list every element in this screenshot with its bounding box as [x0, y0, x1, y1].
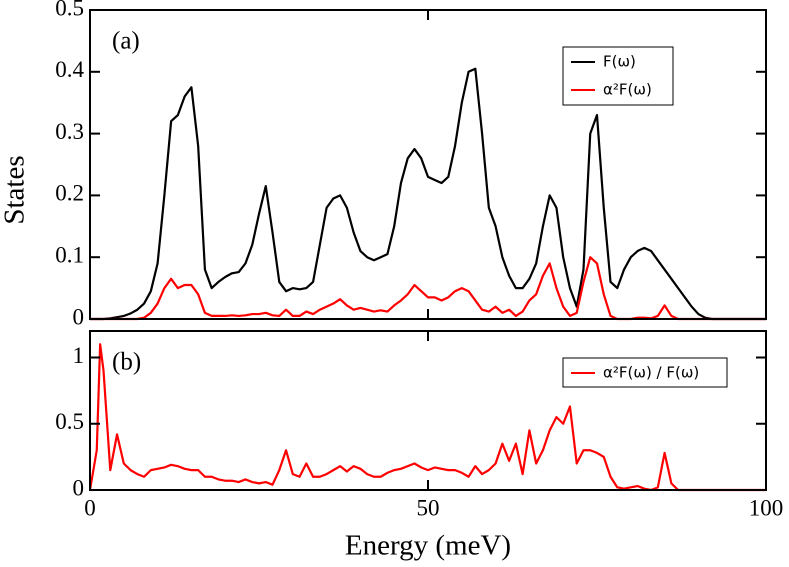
panel-label: (a) [112, 28, 140, 55]
y-tick-label: 1 [73, 343, 85, 368]
y-tick-label: 0.2 [55, 181, 84, 206]
x-axis-title: Energy (meV) [345, 530, 511, 562]
y-tick-label: 0 [73, 304, 85, 329]
y-tick-label: 0 [73, 475, 85, 500]
data-line [90, 256, 766, 321]
y-tick-label: 0.1 [55, 242, 84, 267]
data-line [90, 67, 766, 321]
y-tick-label: 0.5 [55, 409, 84, 434]
legend-label: α²F(ω) [603, 81, 652, 99]
y-axis-title: States [0, 155, 31, 224]
panel-label: (b) [112, 349, 141, 376]
x-tick-label: 100 [749, 495, 784, 520]
y-tick-label: 0.3 [55, 119, 84, 144]
legend-label: α²F(ω) / F(ω) [603, 364, 699, 382]
y-tick-label: 0.4 [55, 57, 84, 82]
y-tick-label: 0.5 [55, 0, 84, 20]
x-tick-label: 50 [417, 495, 440, 520]
legend-box [562, 46, 674, 106]
plot-frame [89, 330, 767, 491]
x-tick-label: 0 [84, 495, 96, 520]
legend-label: F(ω) [603, 53, 636, 71]
